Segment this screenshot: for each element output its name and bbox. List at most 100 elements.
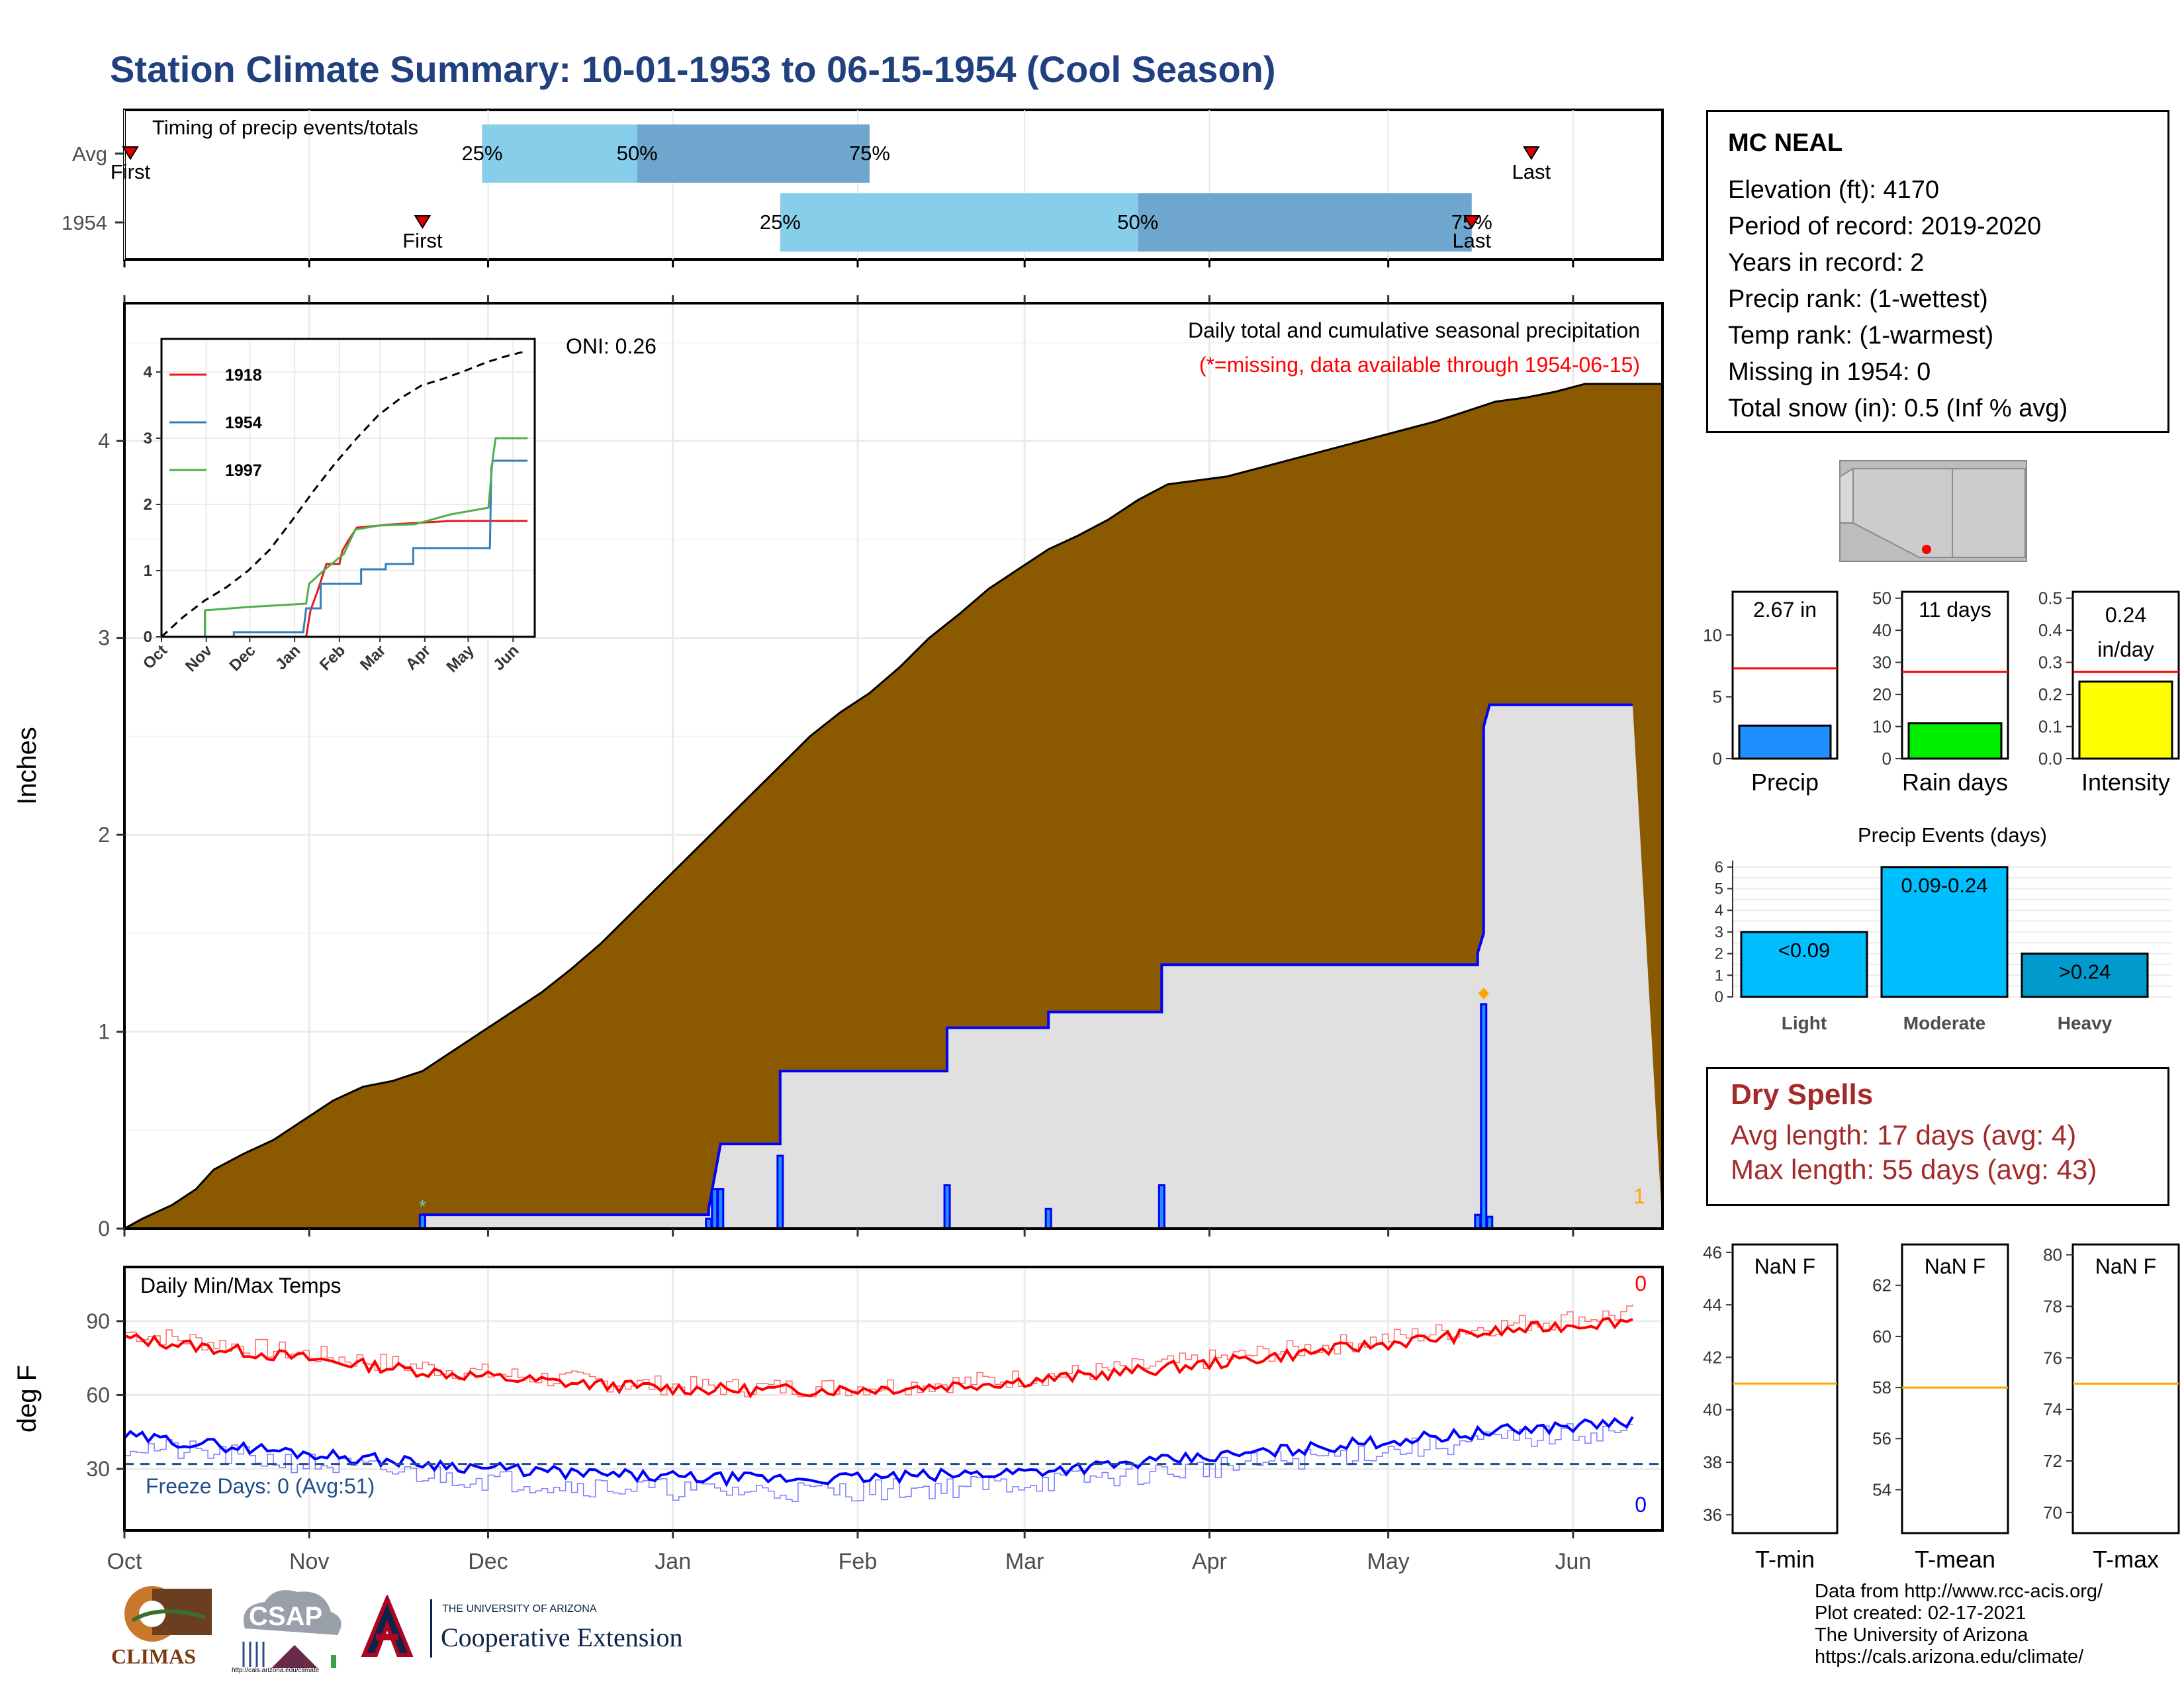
- precip-daily-bar: [1486, 1215, 1494, 1230]
- events-tick-label-2: 2: [1715, 945, 1723, 963]
- events-category-2: Heavy: [2058, 1013, 2113, 1033]
- tsum-tick-label-1-58: 58: [1872, 1378, 1891, 1397]
- station-precip-rank: Precip rank: (1-wettest): [1728, 285, 1988, 313]
- tsum-tick-label-2-76: 76: [2043, 1348, 2062, 1368]
- temps-tmax-missing: 0: [1635, 1272, 1647, 1295]
- tsum-tick-label-1-54: 54: [1872, 1479, 1891, 1499]
- inset-tick-label-y-0: 0: [144, 628, 152, 646]
- map-new-mexico: [1952, 468, 2026, 558]
- credit-plot-created: Plot created: 02-17-2021: [1815, 1603, 2026, 1624]
- page-title: Station Climate Summary: 10-01-1953 to 0…: [110, 48, 1276, 90]
- timing-label-50-Avg: 50%: [617, 142, 658, 165]
- inset-tick-label-y-4: 4: [144, 363, 153, 381]
- ua-a-logo: [361, 1593, 414, 1657]
- temps-tick-label-x-Dec: Dec: [468, 1549, 508, 1574]
- events-bar-moderate: [1880, 866, 2009, 998]
- timing-marker-label-first-1954: First: [402, 229, 443, 252]
- footer-credits: Data from http://www.rcc-acis.org/ Plot …: [1815, 1581, 2103, 1668]
- precip-daily-bar: [1474, 1213, 1482, 1230]
- locator-map: [1839, 460, 2027, 562]
- tsum-tick-label-2-74: 74: [2043, 1399, 2062, 1419]
- sumbar-category-2: Intensity: [2081, 769, 2170, 796]
- station-missing: Missing in 1954: 0: [1728, 358, 1931, 386]
- station-name: MC NEAL: [1728, 129, 1843, 157]
- sumbar-tick-label-2-0.2: 0.2: [2038, 684, 2062, 704]
- inset-tick-label-y-1: 1: [144, 562, 152, 580]
- dry-spells-avg: Avg length: 17 days (avg: 4): [1731, 1119, 2077, 1150]
- timing-bar-q50-75-1954: [1138, 193, 1472, 252]
- temps-tick-label-x-Jun: Jun: [1555, 1549, 1591, 1574]
- tsum-tick-label-2-78: 78: [2043, 1296, 2062, 1316]
- summary-bars-chart: 2.67 in 0 5 10 Precip 11 days 0 10 20 30 40 50 Rain …: [1703, 588, 2180, 796]
- events-bar-label-0: <0.09: [1778, 939, 1830, 962]
- tsum-tick-label-2-72: 72: [2043, 1451, 2062, 1471]
- temps-tick-label-x-Mar: Mar: [1005, 1549, 1044, 1574]
- sumbar-bar-intensity: [2078, 680, 2173, 760]
- inset-avg-line: [160, 350, 528, 638]
- inset-tick-label-y-3: 3: [144, 430, 152, 447]
- events-tick-label-1: 1: [1715, 966, 1723, 984]
- events-tick-label-3: 3: [1715, 923, 1723, 941]
- station-elevation: Elevation (ft): 4170: [1728, 176, 1939, 204]
- events-tick-label-4: 4: [1715, 902, 1723, 919]
- temps-tick-label-x-Nov: Nov: [289, 1549, 329, 1574]
- inset-bg: [161, 339, 535, 637]
- credit-url: https://cals.arizona.edu/climate/: [1815, 1646, 2084, 1667]
- sumbar-value-label-2: in/day: [2097, 637, 2154, 661]
- timing-bar-q25-50-Avg: [482, 124, 637, 183]
- precip-tick-label-y-2: 2: [98, 823, 110, 847]
- temps-tmin-avg-line: [124, 1423, 1633, 1503]
- precip-tick-label-y-0: 0: [98, 1217, 110, 1241]
- precip-chart: * Daily total and cumulative seasonal pre…: [13, 295, 1664, 1241]
- timing-label-50-1954: 50%: [1117, 211, 1158, 234]
- temps-freeze-label: Freeze Days: 0 (Avg:51): [146, 1474, 375, 1498]
- timing-label-25-1954: 25%: [760, 211, 801, 234]
- events-title: Precip Events (days): [1858, 823, 2047, 847]
- temps-chart: Freeze Days: 0 (Avg:51) Daily Min/Max Tem…: [13, 1266, 1664, 1574]
- precip-events-chart: Precip Events (days) <0.09 Light 0.09-0.24 M…: [1715, 823, 2172, 1033]
- tsum-category-0: T-min: [1755, 1546, 1815, 1573]
- tsum-tick-label-0-46: 46: [1703, 1243, 1722, 1262]
- climas-logo: CLIMAS: [106, 1581, 218, 1673]
- timing-marker-first-Avg: [122, 146, 139, 160]
- sumbar-tick-label-2-0.3: 0.3: [2038, 653, 2062, 673]
- dry-spells-title: Dry Spells: [1731, 1078, 1874, 1111]
- credit-university: The University of Arizona: [1815, 1624, 2028, 1646]
- timing-bar-q50-75-Avg: [637, 124, 870, 183]
- precip-daily-bar: [717, 1188, 725, 1230]
- precip-daily-bar: [711, 1188, 719, 1230]
- precip-tick-label-y-3: 3: [98, 626, 110, 650]
- events-tick-label-5: 5: [1715, 880, 1723, 898]
- credit-data-source: Data from http://www.rcc-acis.org/: [1815, 1581, 2103, 1602]
- temps-tick-label-x-May: May: [1367, 1549, 1410, 1574]
- temps-tmax-line: [124, 1317, 1633, 1399]
- sumbar-tick-label-2-0.5: 0.5: [2038, 588, 2062, 608]
- timing-label-75-Avg: 75%: [849, 142, 890, 165]
- tsum-tick-label-0-44: 44: [1703, 1295, 1722, 1315]
- precip-oni: ONI: 0.26: [566, 334, 657, 358]
- inset-legend-label-1997: 1997: [225, 461, 262, 480]
- temps-tmax-avg-line: [124, 1304, 1633, 1398]
- tsum-value-label-2: NaN F: [2095, 1254, 2156, 1278]
- ua-logo-university: THE UNIVERSITY OF ARIZONA: [442, 1603, 597, 1615]
- inset-series-1954: [161, 459, 528, 638]
- timing-chart: Timing of precip events/totals 25% 50% 75% F…: [62, 109, 1664, 267]
- inset-legend-label-1954: 1954: [225, 414, 262, 432]
- precip-subtitle: (*=missing, data available through 1954-…: [1199, 353, 1640, 377]
- dry-spells-panel: Dry Spells Avg length: 17 days (avg: 4) …: [1706, 1067, 2169, 1206]
- timing-marker-first-1954: [414, 215, 432, 229]
- events-category-1: Moderate: [1903, 1013, 1985, 1033]
- station-period: Period of record: 2019-2020: [1728, 212, 2042, 240]
- events-category-0: Light: [1782, 1013, 1827, 1033]
- temps-tmin-missing: 0: [1635, 1493, 1647, 1517]
- events-tick-label-6: 6: [1715, 859, 1723, 876]
- sumbar-tick-label-1-20: 20: [1872, 684, 1891, 704]
- temps-title: Daily Min/Max Temps: [140, 1274, 341, 1297]
- precip-tick-label-y-1: 1: [98, 1020, 110, 1044]
- tsum-frame-1: [1901, 1243, 2009, 1534]
- precip-frame: [123, 302, 1664, 1230]
- sumbar-tick-label-1-30: 30: [1872, 653, 1891, 673]
- tsum-frame-0: [1731, 1243, 1839, 1534]
